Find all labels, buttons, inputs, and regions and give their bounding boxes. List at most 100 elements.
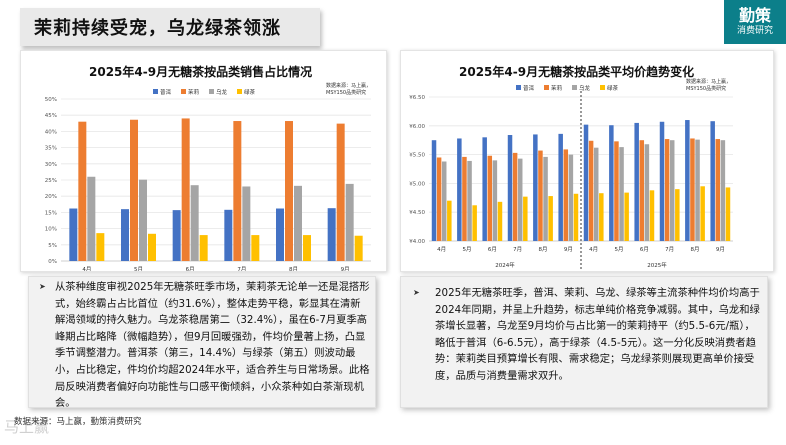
bar-茉莉 bbox=[233, 121, 242, 261]
bar-茉莉 bbox=[462, 156, 467, 241]
left-chart-panel: 2025年4-9月无糖茶按品类销售占比情况 0% 5% 10% 15% 20% 25% 30… bbox=[20, 50, 387, 272]
bar-绿茶 bbox=[251, 235, 260, 261]
bar-乌龙 bbox=[619, 147, 624, 241]
logo-line1: 勤策 bbox=[738, 6, 771, 25]
bar-绿茶 bbox=[199, 235, 208, 261]
bar-绿茶 bbox=[523, 196, 528, 241]
brand-logo: 勤策 消费研究 bbox=[724, 0, 786, 44]
bar-普洱 bbox=[507, 135, 513, 241]
bar-普洱 bbox=[431, 140, 437, 241]
bar-茉莉 bbox=[588, 140, 594, 241]
bar-普洱 bbox=[69, 208, 78, 261]
bar-茉莉 bbox=[78, 121, 87, 262]
group-label: 2025年 bbox=[647, 261, 667, 269]
bar-乌龙 bbox=[345, 183, 354, 261]
source-note: 数据来源：马上赢，勤策消费研究 bbox=[14, 417, 142, 427]
bar-茉莉 bbox=[614, 141, 619, 241]
right-chart-panel: 2025年4-9月无糖茶按品类平均价趋势变化 ¥4.00 ¥4.50 ¥5.00 ¥5… bbox=[400, 50, 774, 272]
bar-绿茶 bbox=[599, 193, 604, 241]
chart-note: 数据来源：马上赢， bbox=[686, 78, 731, 85]
right-analysis-text: 2025年无糖茶旺季，普洱、茉莉、乌龙、绿茶等主流茶种件均价均高于2024年同期… bbox=[435, 287, 760, 382]
legend-swatch bbox=[181, 89, 186, 94]
x-tick-label: 5月 bbox=[463, 246, 472, 253]
x-tick-label: 8月 bbox=[691, 246, 700, 253]
chart-note: MSY150品类研究 bbox=[326, 89, 366, 96]
y-tick-label: 10% bbox=[45, 227, 57, 233]
watermark: 马上赢 bbox=[4, 418, 50, 436]
bar-茉莉 bbox=[436, 157, 442, 241]
y-tick-label: ¥5.50 bbox=[409, 153, 425, 159]
bar-茉莉 bbox=[664, 139, 670, 241]
bar-乌龙 bbox=[441, 161, 447, 241]
legend-swatch bbox=[209, 89, 214, 94]
bar-乌龙 bbox=[720, 140, 726, 241]
bar-乌龙 bbox=[190, 185, 199, 261]
bar-普洱 bbox=[634, 122, 639, 241]
y-tick-label: 25% bbox=[45, 178, 57, 184]
bar-普洱 bbox=[276, 208, 284, 261]
bar-绿茶 bbox=[700, 186, 705, 241]
bar-乌龙 bbox=[695, 139, 700, 241]
bar-普洱 bbox=[457, 138, 462, 241]
x-tick-label: 5月 bbox=[615, 246, 624, 253]
left-text-box: ➤ 从茶种维度审视2025年无糖茶旺季市场，茉莉茶无论单一还是混搭形式，始终霸占… bbox=[28, 276, 376, 409]
y-tick-label: ¥5.00 bbox=[409, 181, 425, 187]
group-label: 2024年 bbox=[495, 261, 515, 269]
logo-line2: 消费研究 bbox=[736, 26, 773, 36]
legend-swatch bbox=[153, 89, 158, 94]
bar-绿茶 bbox=[96, 233, 105, 261]
bar-普洱 bbox=[172, 210, 181, 261]
bar-乌龙 bbox=[492, 160, 498, 241]
bar-乌龙 bbox=[294, 185, 302, 261]
legend-swatch bbox=[600, 85, 605, 90]
x-tick-label: 7月 bbox=[665, 246, 674, 253]
chart-note: MSY150品类研究 bbox=[686, 85, 726, 92]
page-title: 茉莉持续受宠，乌龙绿茶领涨 bbox=[34, 18, 281, 39]
y-tick-label: ¥4.00 bbox=[409, 239, 425, 245]
x-tick-label: 9月 bbox=[564, 246, 573, 253]
bar-茉莉 bbox=[690, 138, 695, 241]
bar-普洱 bbox=[659, 121, 665, 241]
x-tick-label: 9月 bbox=[716, 246, 725, 253]
bar-乌龙 bbox=[467, 160, 472, 241]
legend-label: 绿茶 bbox=[607, 84, 619, 92]
left-chart-title: 2025年4-9月无糖茶按品类销售占比情况 bbox=[89, 65, 313, 79]
y-tick-label: 45% bbox=[45, 113, 57, 119]
bar-普洱 bbox=[121, 209, 129, 261]
y-tick-label: 0% bbox=[48, 259, 57, 265]
bar-茉莉 bbox=[285, 121, 293, 261]
bar-茉莉 bbox=[538, 150, 543, 241]
y-tick-label: 15% bbox=[45, 210, 57, 216]
bar-茉莉 bbox=[512, 152, 518, 241]
y-tick-label: 40% bbox=[45, 129, 57, 135]
y-tick-label: 5% bbox=[48, 243, 57, 249]
bar-绿茶 bbox=[148, 233, 156, 261]
bar-普洱 bbox=[685, 120, 690, 241]
x-tick-label: 4月 bbox=[437, 246, 446, 253]
y-tick-label: 50% bbox=[45, 97, 57, 103]
bar-绿茶 bbox=[725, 187, 731, 241]
x-tick-label: 7月 bbox=[237, 266, 246, 271]
legend-label: 茉莉 bbox=[551, 84, 563, 92]
y-tick-label: 30% bbox=[45, 162, 57, 168]
bar-乌龙 bbox=[644, 144, 650, 241]
x-tick-label: 4月 bbox=[589, 246, 598, 253]
bar-普洱 bbox=[224, 209, 233, 261]
legend-swatch bbox=[544, 85, 549, 90]
legend-swatch bbox=[572, 85, 577, 90]
bar-茉莉 bbox=[336, 123, 345, 262]
bar-乌龙 bbox=[543, 156, 548, 241]
bar-普洱 bbox=[583, 124, 589, 241]
legend-swatch bbox=[237, 89, 242, 94]
legend-label: 茉莉 bbox=[188, 88, 200, 96]
bar-茉莉 bbox=[563, 149, 569, 241]
bullet-icon: ➤ bbox=[39, 282, 46, 291]
legend-label: 乌龙 bbox=[216, 88, 228, 96]
x-tick-label: 6月 bbox=[488, 246, 497, 253]
bar-绿茶 bbox=[548, 196, 553, 241]
left-analysis-text: 从茶种维度审视2025年无糖茶旺季市场，茉莉茶无论单一还是混搭形式，始终霸占占比… bbox=[55, 281, 370, 410]
bar-绿茶 bbox=[472, 205, 477, 241]
bar-绿茶 bbox=[497, 201, 503, 241]
legend-label: 绿茶 bbox=[244, 88, 256, 96]
bar-乌龙 bbox=[517, 158, 523, 241]
